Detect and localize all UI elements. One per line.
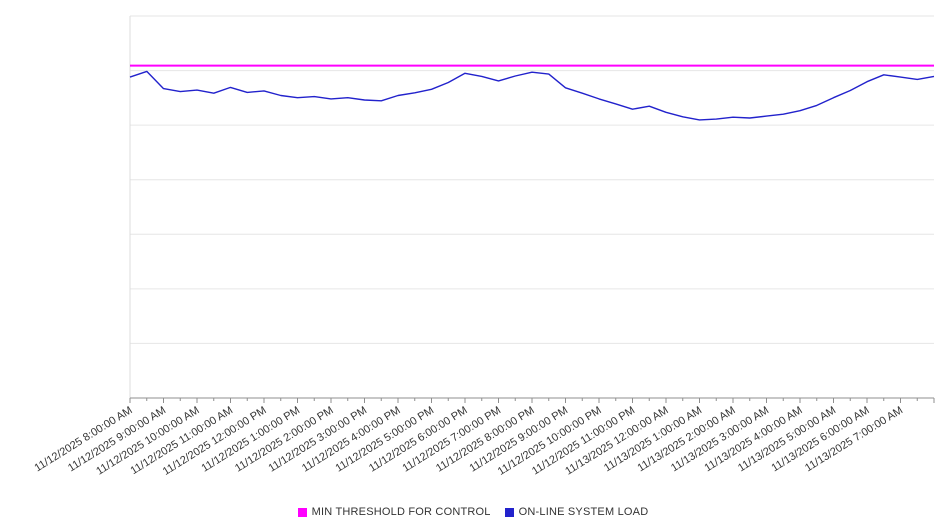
legend-marker-threshold-icon — [297, 507, 307, 517]
legend-item-system-load[interactable]: ON-LINE SYSTEM LOAD — [504, 506, 649, 518]
legend-label-threshold: MIN THRESHOLD FOR CONTROL — [311, 506, 491, 518]
chart-legend: MIN THRESHOLD FOR CONTROL ON-LINE SYSTEM… — [0, 506, 946, 518]
legend-label-load: ON-LINE SYSTEM LOAD — [518, 506, 649, 518]
legend-marker-load-icon — [504, 507, 514, 517]
legend-item-min-threshold[interactable]: MIN THRESHOLD FOR CONTROL — [297, 506, 491, 518]
system-load-line — [129, 70, 935, 121]
